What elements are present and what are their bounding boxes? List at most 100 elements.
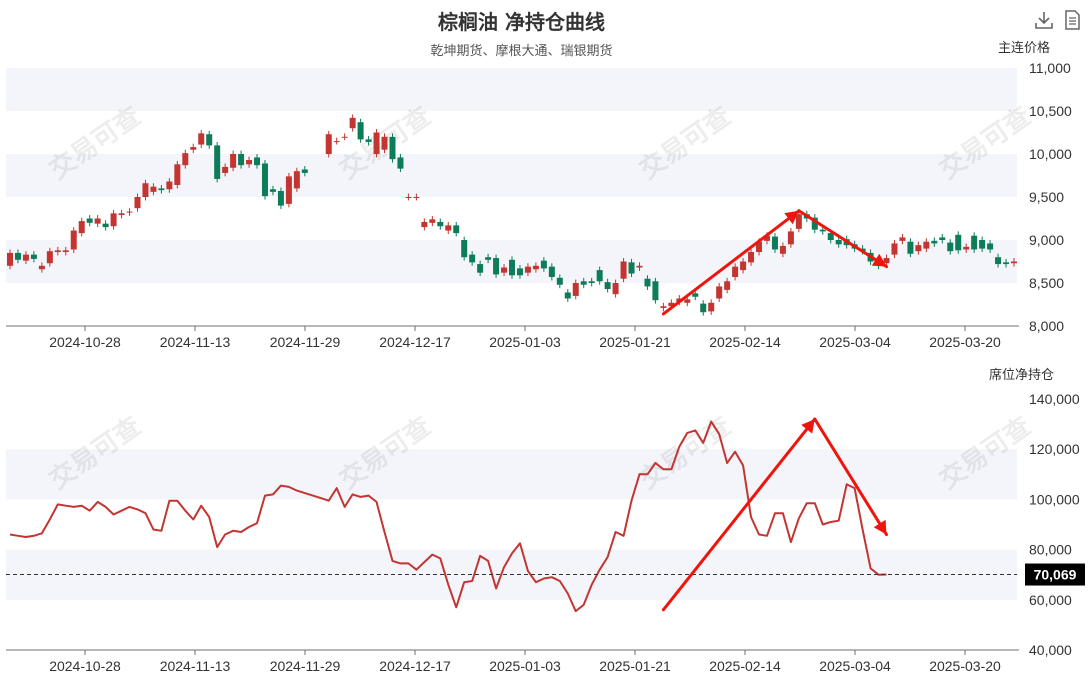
candle	[70, 230, 77, 250]
document-icon[interactable]	[1061, 9, 1083, 31]
chart-subtitle: 乾坤期货、摩根大通、瑞银期货	[430, 44, 613, 59]
candle	[333, 141, 340, 143]
position-y-tick-label: 80,000	[1029, 542, 1072, 558]
price-x-tick-label: 2024-12-17	[379, 334, 451, 350]
candle	[389, 136, 396, 160]
candle	[995, 257, 1002, 265]
candle	[166, 181, 173, 190]
candle	[987, 243, 994, 250]
price-x-tick-label: 2025-03-20	[929, 334, 1001, 350]
candle	[963, 246, 970, 250]
trend-arrow-head	[873, 519, 887, 535]
candle	[373, 132, 380, 154]
price-x-tick-label: 2025-01-03	[489, 334, 561, 350]
candle	[142, 183, 149, 197]
position-x-tick-label: 2024-11-13	[160, 658, 231, 674]
candlestick-series	[7, 114, 1017, 316]
candle	[700, 303, 707, 313]
candle	[230, 154, 237, 168]
price-y-tick-label: 9,000	[1029, 232, 1064, 248]
candle	[445, 225, 452, 231]
candle	[254, 157, 261, 166]
candle	[94, 218, 101, 224]
position-x-tick-label: 2025-02-14	[709, 658, 781, 674]
candle	[46, 251, 53, 264]
candle	[883, 258, 890, 264]
candle	[285, 176, 292, 204]
trend-arrow-head	[801, 419, 815, 434]
candle	[636, 265, 643, 268]
candle	[724, 281, 731, 290]
candle	[580, 281, 587, 285]
reference-value-label: 70,069	[1034, 567, 1077, 583]
price-x-tick-label: 2025-02-14	[709, 334, 781, 350]
candle	[238, 154, 245, 166]
candle	[54, 250, 61, 253]
candle	[1003, 262, 1010, 265]
candle	[381, 136, 388, 150]
candle	[955, 234, 962, 251]
position-x-tick-label: 2025-01-21	[599, 658, 671, 674]
candle	[628, 262, 635, 274]
candle	[461, 240, 468, 258]
candle	[1011, 261, 1017, 264]
candle	[134, 197, 141, 209]
price-x-tick-label: 2025-03-04	[819, 334, 891, 350]
trend-arrow-head	[784, 210, 799, 225]
candle	[110, 213, 117, 227]
position-x-tick-label: 2025-03-04	[819, 658, 891, 674]
price-y-tick-label: 11,000	[1029, 60, 1071, 76]
candle	[269, 189, 276, 192]
trend-arrow-shaft	[813, 417, 889, 537]
price-y-tick-label: 8,500	[1029, 275, 1064, 291]
candle	[620, 261, 627, 279]
price-y-tick-label: 8,000	[1029, 318, 1064, 334]
candle	[293, 171, 300, 189]
candle	[7, 252, 13, 266]
candle	[493, 258, 500, 275]
candle	[277, 190, 284, 206]
candle	[214, 145, 221, 179]
candle	[763, 235, 770, 241]
candle	[660, 306, 667, 308]
price-panel-axes: 2024-10-28 2024-11-13 2024-11-29 2024-12-17…	[6, 60, 1072, 350]
candle	[596, 270, 603, 282]
candle	[779, 246, 786, 254]
candle	[891, 243, 898, 255]
price-x-tick-label: 2024-11-29	[270, 334, 341, 350]
candle	[835, 240, 842, 245]
trend-arrow-head	[871, 253, 887, 267]
candle	[261, 163, 268, 197]
candle	[819, 229, 826, 232]
candle	[365, 139, 372, 142]
download-icon[interactable]	[1033, 9, 1055, 31]
candle	[158, 188, 165, 191]
candle	[453, 225, 460, 234]
reference-line: 70,069	[6, 563, 1085, 586]
price-band	[6, 154, 1017, 197]
position-y-tick-label: 60,000	[1029, 592, 1072, 608]
price-y-tick-label: 9,500	[1029, 189, 1064, 205]
position-panel-axes: 2024-10-28 2024-11-13 2024-11-29 2024-12-17…	[6, 391, 1080, 674]
candle	[485, 257, 492, 260]
candle	[469, 254, 476, 263]
candle	[126, 211, 133, 213]
candle	[668, 302, 675, 307]
candle	[437, 221, 444, 227]
trend-arrow-shaft	[661, 209, 801, 316]
trend-arrows	[661, 209, 889, 612]
position-y-tick-label: 120,000	[1029, 441, 1080, 457]
candle	[246, 160, 253, 165]
reference-value-badge	[1025, 563, 1085, 586]
net-position-series	[9, 420, 887, 613]
candle	[532, 265, 539, 270]
chart-title: 棕榈油 净持仓曲线	[438, 10, 605, 34]
position-y-tick-label: 40,000	[1029, 642, 1072, 658]
candle	[78, 221, 85, 234]
net-position-line	[9, 420, 887, 613]
price-axis-title: 主连价格	[998, 40, 1050, 56]
candle	[540, 260, 547, 269]
candle	[708, 302, 715, 312]
candle	[939, 237, 946, 240]
